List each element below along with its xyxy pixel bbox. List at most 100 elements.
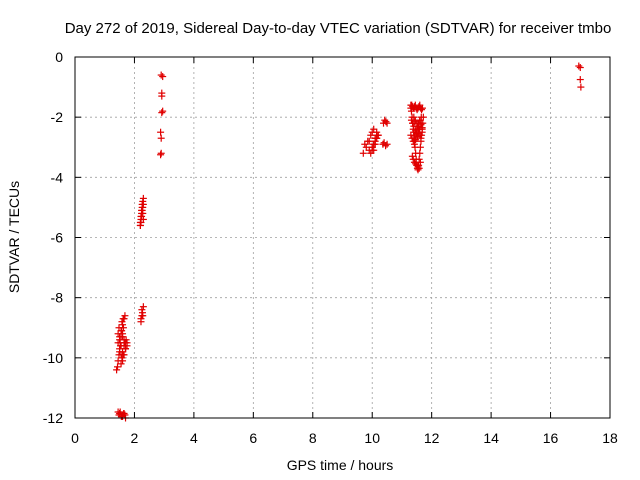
data-point	[368, 143, 376, 151]
data-point	[158, 92, 166, 100]
data-point	[416, 149, 424, 157]
data-point	[138, 212, 146, 220]
data-point	[380, 139, 388, 147]
data-point	[139, 200, 147, 208]
data-point	[119, 357, 127, 365]
data-point	[159, 73, 167, 81]
data-point	[139, 194, 147, 202]
data-point	[408, 152, 416, 160]
data-point	[117, 342, 125, 350]
data-point	[359, 149, 367, 157]
data-point	[418, 104, 426, 112]
data-point	[119, 330, 127, 338]
data-point	[367, 149, 375, 157]
data-point	[139, 312, 147, 320]
data-point	[114, 339, 122, 347]
data-point	[370, 146, 378, 154]
data-point	[158, 109, 166, 117]
data-point	[120, 409, 128, 417]
data-point	[138, 306, 146, 314]
y-tick-label: -12	[43, 410, 63, 426]
data-point	[409, 155, 417, 163]
data-point	[414, 163, 422, 171]
y-tick-label: -4	[51, 169, 64, 185]
data-point	[157, 151, 165, 159]
x-axis-title: GPS time / hours	[287, 457, 394, 473]
data-point	[577, 83, 585, 91]
data-point	[121, 411, 129, 419]
data-point	[407, 131, 415, 139]
x-tick-label: 2	[131, 430, 139, 446]
x-tick-label: 4	[190, 430, 198, 446]
data-point	[117, 360, 125, 368]
data-point	[383, 119, 391, 127]
x-tick-label: 0	[71, 430, 79, 446]
grid-lines	[75, 57, 610, 418]
y-tick-label: -6	[51, 230, 64, 246]
data-point	[416, 158, 424, 166]
data-point	[157, 134, 165, 142]
data-point	[415, 155, 423, 163]
x-axis-tick-labels: 0 2 4 6 8 10 12 14 16 18	[71, 430, 618, 446]
data-point	[382, 118, 390, 126]
data-point	[113, 366, 121, 374]
y-tick-label: -8	[51, 290, 64, 306]
data-point	[370, 125, 378, 133]
data-point	[414, 130, 422, 138]
data-point	[414, 122, 422, 130]
data-point	[374, 131, 382, 139]
data-point	[371, 140, 379, 148]
data-point	[121, 312, 129, 320]
data-point	[383, 140, 391, 148]
chart-title: Day 272 of 2019, Sidereal Day-to-day VTE…	[65, 20, 612, 37]
data-point	[137, 218, 145, 226]
x-tick-label: 10	[364, 430, 380, 446]
y-axis-title: SDTVAR / TECUs	[6, 181, 22, 293]
data-point	[373, 128, 381, 136]
data-point	[415, 164, 423, 172]
data-point	[413, 119, 421, 127]
data-point	[361, 140, 369, 148]
x-tick-label: 18	[602, 430, 618, 446]
data-point	[137, 318, 145, 326]
data-point	[157, 71, 165, 79]
data-point	[119, 324, 127, 332]
y-tick-label: -2	[51, 109, 64, 125]
data-point	[576, 64, 584, 72]
y-axis-tick-labels: 0 -2 -4 -6 -8 -10 -12	[43, 49, 63, 426]
data-point	[410, 140, 418, 148]
data-point	[159, 107, 167, 115]
data-point	[123, 342, 131, 350]
x-tick-label: 16	[543, 430, 559, 446]
x-tick-label: 12	[424, 430, 440, 446]
data-point	[120, 336, 128, 344]
data-point	[576, 76, 584, 84]
data-point	[410, 113, 418, 121]
data-point	[373, 134, 381, 142]
data-point	[139, 303, 147, 311]
data-point	[382, 142, 390, 150]
y-tick-label: 0	[55, 49, 63, 65]
axis-ticks	[74, 56, 611, 419]
data-point	[122, 345, 130, 353]
data-point	[412, 136, 420, 144]
data-point	[418, 128, 426, 136]
x-tick-label: 6	[249, 430, 257, 446]
data-point	[116, 333, 124, 341]
data-point	[416, 116, 424, 124]
data-point	[362, 143, 370, 151]
y-tick-label: -10	[43, 350, 63, 366]
data-point	[120, 315, 128, 323]
data-point	[367, 131, 375, 139]
data-point	[120, 351, 128, 359]
x-tick-label: 14	[483, 430, 499, 446]
data-point	[413, 133, 421, 141]
data-point	[114, 363, 122, 371]
data-point	[157, 128, 165, 136]
data-point	[417, 134, 425, 142]
data-point	[418, 106, 426, 114]
data-point	[365, 137, 373, 145]
data-point	[116, 348, 124, 356]
data-point	[417, 113, 425, 121]
